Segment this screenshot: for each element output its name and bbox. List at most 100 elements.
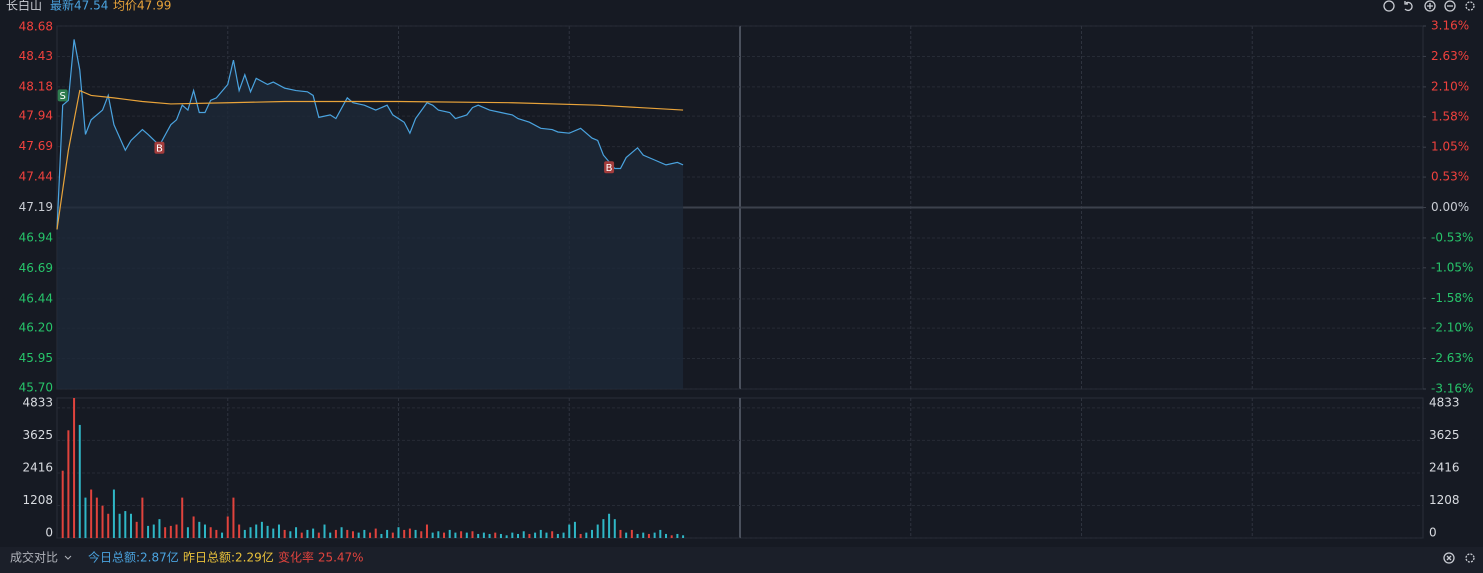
volume-bar (454, 532, 457, 538)
avg-price: 均价47.99 (113, 0, 171, 13)
y-tick-label: 47.69 (19, 139, 53, 153)
volume-bar (289, 531, 292, 538)
icon[interactable] (1444, 0, 1456, 12)
volume-bar (107, 513, 110, 538)
volume-bar (494, 532, 497, 538)
volume-bar (260, 521, 263, 538)
y-tick-label: 45.95 (19, 351, 53, 365)
volume-bar (351, 531, 354, 538)
volume-bar (141, 497, 144, 538)
volume-bar (414, 529, 417, 538)
volume-bar (477, 533, 480, 538)
volume-bar (346, 529, 349, 538)
volume-bar (147, 525, 150, 538)
volume-bar (124, 511, 127, 538)
dropdown-icon[interactable] (64, 555, 72, 560)
y-tick-label: 48.68 (19, 20, 53, 34)
icon[interactable] (1404, 1, 1413, 12)
volume-bar (465, 532, 468, 538)
volume-bar (135, 521, 138, 538)
footer-label[interactable]: 成交对比 (10, 550, 58, 565)
volume-bar (380, 533, 383, 538)
volume-bar (169, 525, 172, 538)
volume-bar (112, 489, 115, 538)
y2-tick-label: 1.05% (1431, 140, 1469, 154)
volume-bar (363, 529, 366, 538)
y-tick-label-right: 2416 (1429, 460, 1460, 474)
volume-bar (630, 529, 633, 538)
icon[interactable] (1465, 553, 1475, 563)
volume-bar (408, 528, 411, 538)
volume-bar (340, 527, 343, 538)
volume-bar (283, 529, 286, 538)
volume-bar (517, 533, 520, 538)
latest-price: 最新47.54 (50, 0, 108, 13)
y-tick-label: 0 (45, 526, 53, 540)
volume-bar (613, 519, 616, 538)
volume-bar (312, 528, 315, 538)
volume-bar (653, 532, 656, 538)
y-tick-label: 3625 (22, 428, 53, 442)
volume-bar (386, 529, 389, 538)
y2-tick-label: -1.05% (1431, 260, 1473, 274)
icon[interactable] (1424, 0, 1436, 12)
volume-bar (511, 532, 514, 538)
y-tick-label: 48.43 (19, 49, 53, 63)
y-tick-label: 47.19 (19, 200, 53, 214)
y2-tick-label: 0.53% (1431, 170, 1469, 184)
change-rate: 变化率 25.47% (278, 550, 364, 565)
panel: 48.68 48.43 48.18 47.94 47.69 47.44 47.19 46.94… (19, 19, 1474, 396)
volume-bar (243, 529, 246, 538)
volume-bar (551, 531, 554, 538)
y-tick-label: 1208 (22, 493, 53, 507)
volume-bar (391, 532, 394, 538)
volume-bar (448, 529, 451, 538)
volume-bar (238, 524, 241, 538)
volume-bar (562, 532, 565, 538)
volume-bar (522, 531, 525, 538)
y2-tick-label: 2.10% (1431, 79, 1469, 93)
volume-bar (323, 524, 326, 538)
footer-bar (0, 547, 1483, 573)
volume-bar (226, 516, 229, 538)
volume-bar (670, 535, 673, 538)
y-tick-label: 4833 (22, 395, 53, 409)
volume-bar (84, 497, 87, 538)
y-tick-label: 46.69 (19, 261, 53, 275)
volume-bar (431, 532, 434, 538)
volume-bar (101, 505, 104, 538)
y-tick-label: 45.70 (19, 381, 53, 395)
volume-bar (573, 521, 576, 538)
y-tick-label-right: 4833 (1429, 395, 1460, 409)
price-area (57, 39, 684, 390)
icon[interactable] (1443, 552, 1455, 564)
volume-bar (471, 531, 474, 538)
icon[interactable] (1465, 1, 1475, 11)
trade-marker (154, 141, 165, 154)
volume-bar (499, 533, 502, 538)
volume-bar (374, 528, 377, 538)
icon[interactable] (1383, 0, 1395, 12)
volume-bar (625, 532, 628, 538)
y-tick-label: 48.18 (19, 79, 53, 93)
y-tick-label: 46.44 (19, 291, 53, 305)
volume-bar (568, 524, 571, 538)
toolbar (1383, 0, 1475, 12)
y-tick-label: 46.20 (19, 321, 53, 335)
volume-bar (255, 524, 258, 538)
trade-marker-label: B (156, 143, 163, 154)
y-tick-label: 2416 (22, 460, 53, 474)
trade-marker-label: S (60, 91, 66, 102)
volume-bar (585, 532, 588, 538)
y2-tick-label: -3.16% (1431, 382, 1473, 396)
volume-bar (164, 527, 167, 538)
volume-bar (403, 529, 406, 538)
volume-bar (397, 527, 400, 538)
volume-bar (181, 497, 184, 538)
volume-bar (175, 524, 178, 538)
stock-name: 长白山 (6, 0, 42, 13)
volume-bar (209, 527, 212, 538)
y2-tick-label: 1.58% (1431, 109, 1469, 123)
volume-bar (90, 489, 93, 538)
